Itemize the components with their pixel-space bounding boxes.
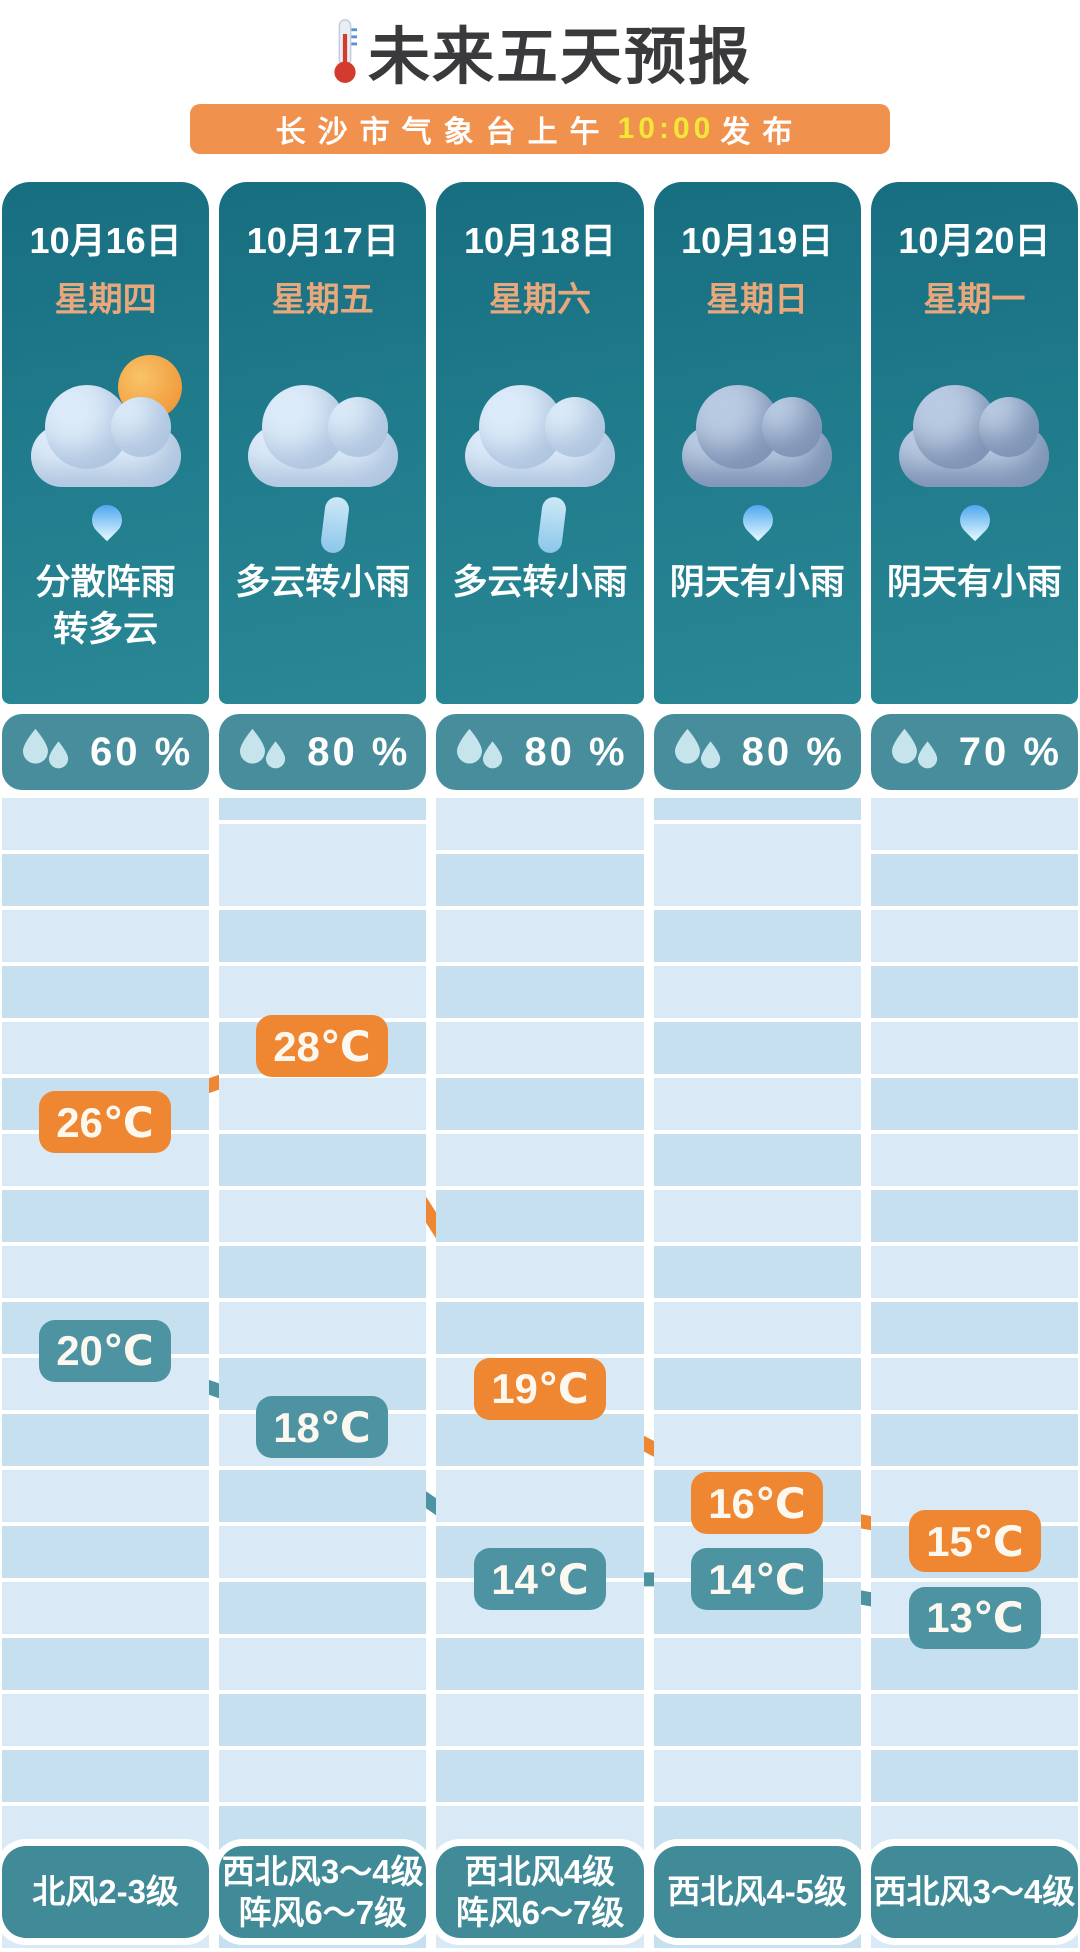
- wind-pill: 西北风3～4级: [870, 1846, 1078, 1938]
- day-card: 10月18日 星期六多云转小雨: [436, 182, 644, 704]
- raindrop-icon: [736, 498, 780, 542]
- day-date: 10月18日: [463, 220, 617, 261]
- day-card: 10月16日 星期四分散阵雨 转多云: [2, 182, 210, 704]
- day-weekday: 星期日: [706, 281, 809, 319]
- precip-value: 60 %: [90, 729, 194, 774]
- weather-icon: [657, 333, 857, 545]
- day-date: 10月20日: [898, 220, 1051, 261]
- chart-column: 西北风3～4级 阵风6～7级: [219, 798, 427, 1948]
- precip-value: 70 %: [958, 729, 1062, 774]
- precip-value: 80 %: [741, 729, 845, 774]
- release-banner: 长沙市气象台上午 10:00 发布: [190, 104, 890, 154]
- banner-suffix: 发布: [720, 116, 805, 149]
- droplets-icon: [457, 728, 503, 769]
- day-card: 10月17日 星期五多云转小雨: [219, 182, 427, 704]
- chart-column: 西北风4级 阵风6～7级: [436, 798, 644, 1948]
- day-condition: 阴天有小雨: [669, 563, 845, 602]
- precip-grid: 60 % 80 % 80 % 80 % 70 %: [2, 714, 1078, 790]
- cloud-icon: [899, 385, 1050, 487]
- day-weekday: 星期六: [488, 281, 591, 319]
- precip-pill: 80 %: [436, 714, 644, 790]
- droplets-icon: [240, 728, 286, 769]
- day-date: 10月19日: [681, 220, 834, 261]
- day-card: 10月20日 星期一阴天有小雨: [870, 182, 1078, 704]
- banner-prefix: 长沙市气象台上午: [275, 116, 612, 149]
- raindrop-icon: [954, 498, 997, 542]
- wind-pill: 西北风3～4级 阵风6～7级: [219, 1846, 427, 1938]
- thermometer-icon: [334, 19, 358, 83]
- chart-column: 西北风4-5级: [653, 798, 861, 1948]
- cloud-icon: [464, 385, 615, 487]
- days-grid: 10月16日 星期四 分散阵雨 转多云 10月17日 星期五 多云转小雨 10月18日 星期六…: [2, 182, 1078, 704]
- temperature-chart-section: 26℃ 28℃ 19℃ 16℃ 15℃ 20℃ 18℃ 14℃ 14℃ 13℃ 北风2-3级 西北风…: [2, 798, 1078, 1948]
- day-condition: 阴天有小雨: [886, 563, 1062, 602]
- header: 未来五天预报 长沙市气象台上午 10:00 发布: [0, 0, 1080, 154]
- droplets-icon: [891, 728, 937, 769]
- chart-column: 北风2-3级: [2, 798, 210, 1948]
- day-condition: 多云转小雨: [235, 563, 411, 602]
- day-weekday: 星期一: [923, 281, 1026, 319]
- droplets-icon: [22, 728, 69, 769]
- precip-pill: 80 %: [653, 714, 861, 790]
- title-row: 未来五天预报: [0, 8, 1080, 94]
- cloud-icon: [682, 385, 833, 487]
- page-title: 未来五天预报: [367, 23, 752, 92]
- weather-icon: [223, 333, 423, 555]
- precip-value: 80 %: [524, 729, 628, 774]
- chart-column: 西北风3～4级: [870, 798, 1078, 1948]
- precip-pill: 60 %: [2, 714, 210, 790]
- precip-value: 80 %: [307, 729, 411, 774]
- weather-icon: [440, 333, 640, 555]
- cloud-icon: [247, 385, 398, 487]
- day-condition: 多云转小雨: [452, 563, 628, 602]
- precip-pill: 70 %: [870, 714, 1078, 790]
- day-weekday: 星期五: [271, 281, 374, 319]
- rain-streak-icon: [319, 495, 351, 555]
- weather-icon: [874, 333, 1074, 545]
- cloud-icon: [30, 385, 181, 487]
- wind-pill: 北风2-3级: [2, 1846, 210, 1938]
- weather-icon: [6, 333, 206, 545]
- day-condition: 分散阵雨 转多云: [35, 563, 176, 650]
- raindrop-icon: [85, 498, 128, 542]
- rain-streak-icon: [536, 495, 568, 555]
- wind-pill: 西北风4-5级: [653, 1846, 861, 1938]
- day-card: 10月19日 星期日阴天有小雨: [653, 182, 861, 704]
- banner-release-time: 10:00: [617, 112, 715, 145]
- day-date: 10月16日: [29, 220, 182, 261]
- day-weekday: 星期四: [54, 281, 157, 319]
- day-date: 10月17日: [246, 220, 399, 261]
- droplets-icon: [674, 728, 720, 769]
- precip-pill: 80 %: [219, 714, 427, 790]
- wind-pill: 西北风4级 阵风6～7级: [436, 1846, 644, 1938]
